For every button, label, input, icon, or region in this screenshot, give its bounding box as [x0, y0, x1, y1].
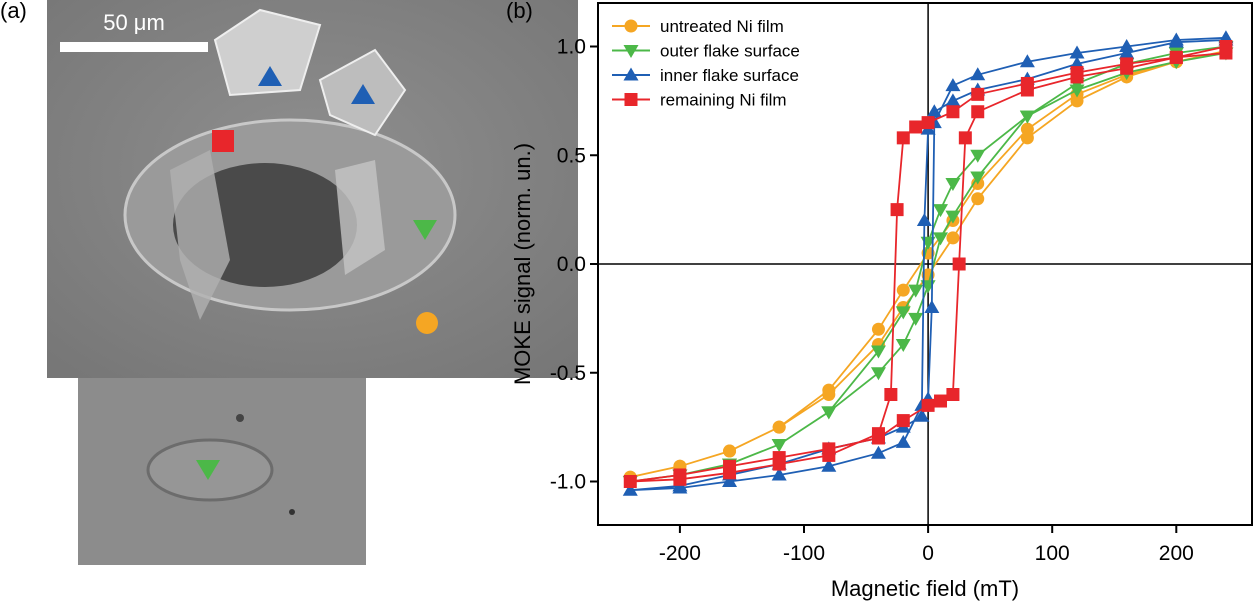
x-tick-label: -200	[659, 542, 701, 565]
marker	[922, 399, 935, 412]
x-tick-label: -100	[783, 542, 825, 565]
marker	[971, 88, 984, 101]
marker	[908, 313, 923, 326]
y-axis-label: MOKE signal (norm. un.)	[510, 143, 535, 385]
marker	[971, 192, 984, 205]
marker	[946, 231, 959, 244]
marker	[896, 306, 911, 319]
marker	[872, 432, 885, 445]
marker	[917, 213, 932, 226]
marker	[822, 442, 835, 455]
marker	[946, 388, 959, 401]
marker	[1071, 70, 1084, 83]
y-tick-label: 0.0	[557, 253, 586, 276]
marker	[934, 395, 947, 408]
legend-label: remaining Ni film	[660, 91, 787, 110]
marker	[909, 120, 922, 133]
marker	[933, 204, 948, 217]
marker	[723, 445, 736, 458]
marker	[625, 20, 638, 33]
legend-label: untreated Ni film	[660, 17, 784, 36]
marker	[897, 131, 910, 144]
marker	[922, 116, 935, 129]
x-axis-label: Magnetic field (mT)	[831, 576, 1019, 601]
marker	[871, 367, 886, 380]
marker	[673, 468, 686, 481]
marker	[1170, 51, 1183, 64]
panel-label: (b)	[506, 0, 533, 23]
panel-label: (a)	[0, 0, 27, 23]
marker	[884, 388, 897, 401]
marker	[959, 131, 972, 144]
marker	[1021, 131, 1034, 144]
marker	[822, 388, 835, 401]
marker	[871, 446, 886, 459]
marker	[773, 421, 786, 434]
marker	[946, 105, 959, 118]
x-tick-label: 200	[1159, 542, 1194, 565]
marker	[1120, 62, 1133, 75]
marker	[821, 406, 836, 419]
legend-label: inner flake surface	[660, 66, 799, 85]
micrograph	[47, 0, 578, 565]
marker	[945, 78, 960, 91]
marker	[772, 439, 787, 452]
scale-bar-label: 50 μm	[103, 10, 165, 35]
y-tick-label: 0.5	[557, 144, 586, 167]
x-tick-label: 100	[1035, 542, 1070, 565]
marker	[624, 475, 637, 488]
y-tick-label: 1.0	[557, 36, 586, 59]
marker	[1219, 40, 1232, 53]
marker	[897, 284, 910, 297]
marker	[1021, 84, 1034, 97]
marker	[945, 178, 960, 191]
marker	[924, 300, 939, 313]
y-tick-label: -1.0	[550, 471, 586, 494]
page: {"panel_labels": ["(a)", "(b)"], "scale_…	[0, 0, 1255, 609]
legend-label: outer flake surface	[660, 42, 800, 61]
y-tick-label: -0.5	[550, 362, 586, 385]
marker	[953, 258, 966, 271]
marker	[773, 451, 786, 464]
marker	[891, 203, 904, 216]
marker	[897, 414, 910, 427]
marker	[908, 285, 923, 298]
x-tick-label: 0	[922, 542, 934, 565]
marker	[896, 435, 911, 448]
marker	[723, 460, 736, 473]
marker	[625, 93, 638, 106]
marker	[971, 105, 984, 118]
figure: (a) (b) 50 μm Magnetic field (mT) MOKE s…	[0, 0, 1255, 604]
marker	[872, 323, 885, 336]
